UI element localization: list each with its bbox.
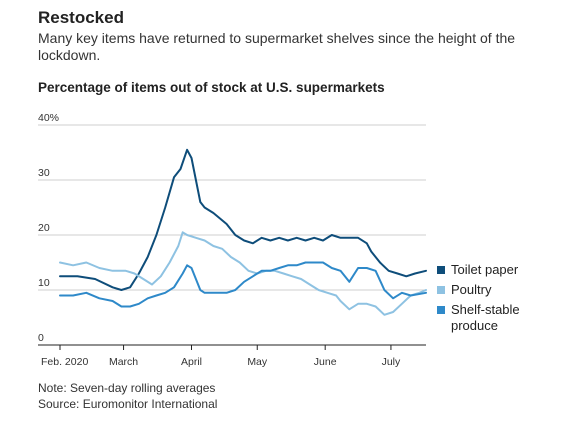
x-axis: Feb. 2020 March April May June July — [41, 345, 401, 368]
legend-swatch-poultry — [437, 286, 445, 294]
source-text: Source: Euromonitor International — [38, 397, 218, 411]
x-tick-label: July — [382, 356, 401, 368]
legend-label-poultry: Poultry — [451, 282, 492, 297]
series-line-poultry — [59, 231, 427, 316]
x-tick-label: March — [109, 356, 138, 368]
subheadline: Many key items have returned to supermar… — [38, 30, 516, 63]
series-lines — [59, 148, 427, 316]
legend-label-toilet-paper: Toilet paper — [451, 262, 519, 277]
y-axis-ticks: 0 10 20 30 40% — [38, 112, 59, 344]
legend-item-shelf-stable-produce: Shelf-stable produce — [437, 302, 536, 334]
chart-notes: Note: Seven-day rolling averages Source:… — [38, 380, 217, 412]
y-tick-label: 30 — [38, 167, 50, 179]
gridlines — [38, 124, 426, 346]
legend-item-toilet-paper: Toilet paper — [437, 262, 536, 278]
legend-swatch-toilet-paper — [437, 266, 445, 274]
series-line-toilet-paper — [59, 148, 427, 291]
note-text: Note: Seven-day rolling averages — [38, 381, 216, 395]
legend-item-poultry: Poultry — [437, 282, 536, 298]
x-tick-label: Feb. 2020 — [41, 356, 88, 368]
y-tick-label: 40% — [38, 112, 59, 124]
headline: Restocked — [38, 8, 124, 27]
y-tick-label: 0 — [38, 332, 44, 344]
x-tick-label: May — [247, 356, 268, 368]
legend-label-shelf-stable-produce: Shelf-stable produce — [451, 302, 520, 333]
series-line-shelf-stable-produce — [59, 261, 427, 308]
legend-swatch-shelf-stable-produce — [437, 306, 445, 314]
y-tick-label: 10 — [38, 277, 50, 289]
y-tick-label: 20 — [38, 222, 50, 234]
legend: Toilet paper Poultry Shelf-stable produc… — [437, 262, 536, 338]
x-tick-label: June — [314, 356, 337, 368]
x-tick-label: April — [181, 356, 202, 368]
chart-title: Percentage of items out of stock at U.S.… — [38, 80, 385, 95]
